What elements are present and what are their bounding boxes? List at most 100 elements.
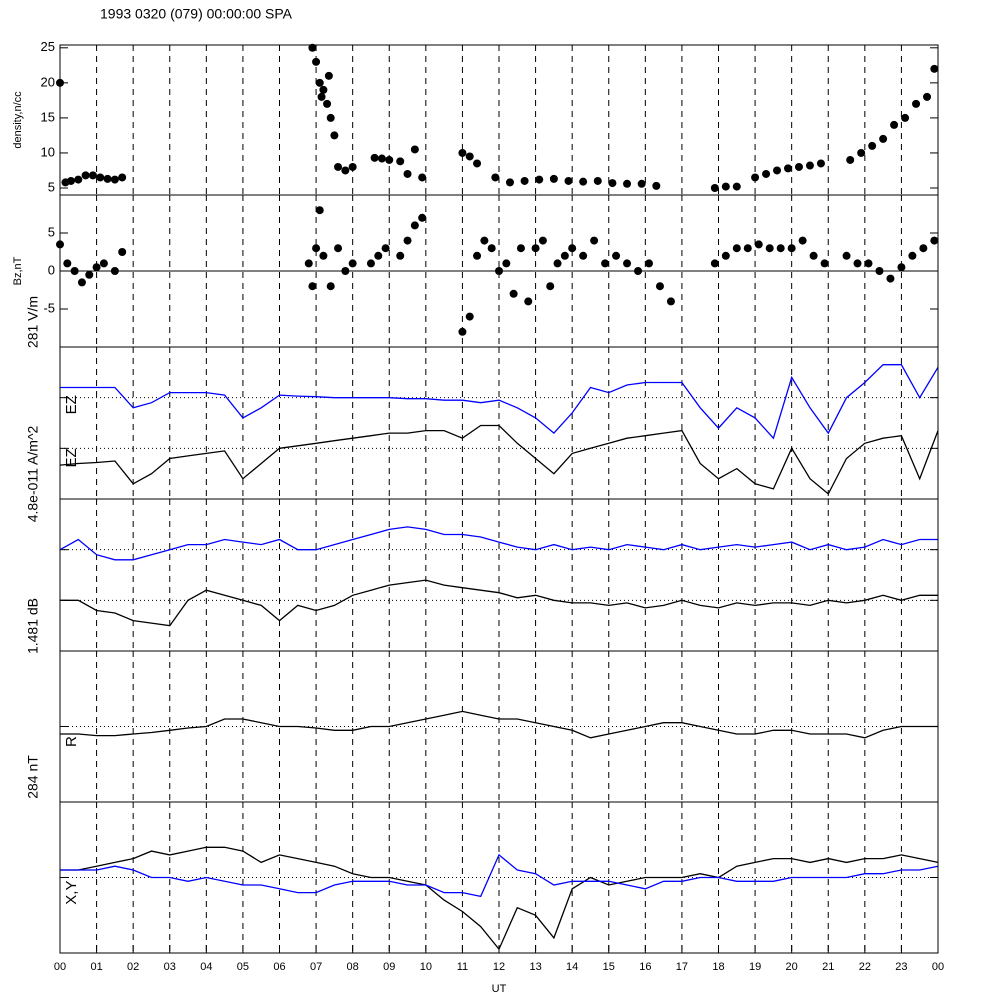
data-point xyxy=(721,251,730,260)
data-point xyxy=(553,259,562,268)
data-point xyxy=(721,182,730,191)
data-point xyxy=(762,169,771,178)
data-point xyxy=(85,270,94,279)
x-tick-label: 00 xyxy=(54,961,66,973)
data-point xyxy=(890,120,899,129)
data-point xyxy=(348,259,357,268)
data-point xyxy=(623,179,632,188)
data-point xyxy=(608,179,617,188)
data-point xyxy=(377,154,386,163)
y-tick-label: 5 xyxy=(48,179,55,194)
scale-label: 284 nT xyxy=(25,755,41,799)
data-point xyxy=(385,155,394,164)
x-tick-label: 09 xyxy=(383,961,395,973)
data-point xyxy=(923,92,932,101)
y-tick-label: 0 xyxy=(48,262,55,277)
data-line xyxy=(60,853,939,898)
data-point xyxy=(655,282,664,291)
data-point xyxy=(323,99,332,108)
data-point xyxy=(524,297,533,306)
y-tick-label: 25 xyxy=(41,39,55,54)
x-tick-label: 03 xyxy=(164,961,176,973)
data-point xyxy=(366,259,375,268)
data-point xyxy=(546,282,555,291)
data-point xyxy=(637,179,646,188)
data-point xyxy=(652,181,661,190)
data-point xyxy=(560,251,569,260)
data-point xyxy=(732,182,741,191)
series-label: EZ xyxy=(63,395,80,414)
data-point xyxy=(312,57,321,66)
data-point xyxy=(99,259,108,268)
data-line xyxy=(60,364,939,440)
data-point xyxy=(326,113,335,122)
data-point xyxy=(846,155,855,164)
x-tick-label: 20 xyxy=(786,961,798,973)
x-tick-label: 02 xyxy=(127,961,139,973)
data-point xyxy=(110,175,119,184)
x-tick-label: 05 xyxy=(237,961,249,973)
data-point xyxy=(612,251,621,260)
data-point xyxy=(743,244,752,253)
data-point xyxy=(70,267,79,275)
data-point xyxy=(74,175,83,184)
data-point xyxy=(315,78,324,87)
data-point xyxy=(403,236,412,245)
x-tick-label: 18 xyxy=(712,961,724,973)
x-tick-label: 04 xyxy=(200,961,212,973)
data-point xyxy=(710,183,719,192)
data-point xyxy=(919,244,928,253)
data-point xyxy=(710,259,719,268)
data-point xyxy=(81,171,90,180)
data-point xyxy=(805,161,814,170)
data-point xyxy=(308,43,317,52)
data-point xyxy=(396,251,405,260)
data-point xyxy=(754,240,763,249)
data-point xyxy=(820,259,829,268)
data-point xyxy=(315,206,324,215)
data-point xyxy=(644,259,653,268)
data-point xyxy=(458,327,467,336)
data-point xyxy=(465,312,474,321)
data-point xyxy=(732,244,741,253)
y-tick-label: -5 xyxy=(43,300,55,315)
data-point xyxy=(473,159,482,168)
data-point xyxy=(590,236,599,245)
data-point xyxy=(857,148,866,157)
data-point xyxy=(579,251,588,260)
scale-label: 281 V/m xyxy=(25,296,41,348)
data-point xyxy=(370,153,379,162)
data-point xyxy=(374,251,383,260)
scale-label: 4.8e-011 A/m^2 xyxy=(25,425,41,522)
data-point xyxy=(118,248,127,256)
data-point xyxy=(751,173,760,182)
data-point xyxy=(326,282,335,291)
data-point xyxy=(765,244,774,253)
data-point xyxy=(505,178,514,187)
data-point xyxy=(308,282,317,291)
data-point xyxy=(418,213,427,222)
data-point xyxy=(516,244,525,253)
data-point xyxy=(418,173,427,182)
data-point xyxy=(495,267,503,275)
series-label: EZ xyxy=(63,448,80,467)
x-tick-label: 10 xyxy=(420,961,432,973)
y-tick-label: 15 xyxy=(41,109,55,124)
data-point xyxy=(601,259,610,268)
data-point xyxy=(776,244,785,253)
x-tick-label: 01 xyxy=(90,961,102,973)
data-point xyxy=(334,244,343,253)
data-point xyxy=(403,169,412,178)
series-label: R xyxy=(63,736,80,747)
data-point xyxy=(491,173,500,182)
data-point xyxy=(538,236,547,245)
x-tick-label: 13 xyxy=(529,961,541,973)
data-point xyxy=(816,159,825,168)
data-point xyxy=(908,251,917,260)
data-point xyxy=(798,236,807,245)
data-line xyxy=(60,710,938,739)
data-point xyxy=(396,157,405,166)
data-line xyxy=(59,424,939,495)
data-point xyxy=(930,64,939,73)
